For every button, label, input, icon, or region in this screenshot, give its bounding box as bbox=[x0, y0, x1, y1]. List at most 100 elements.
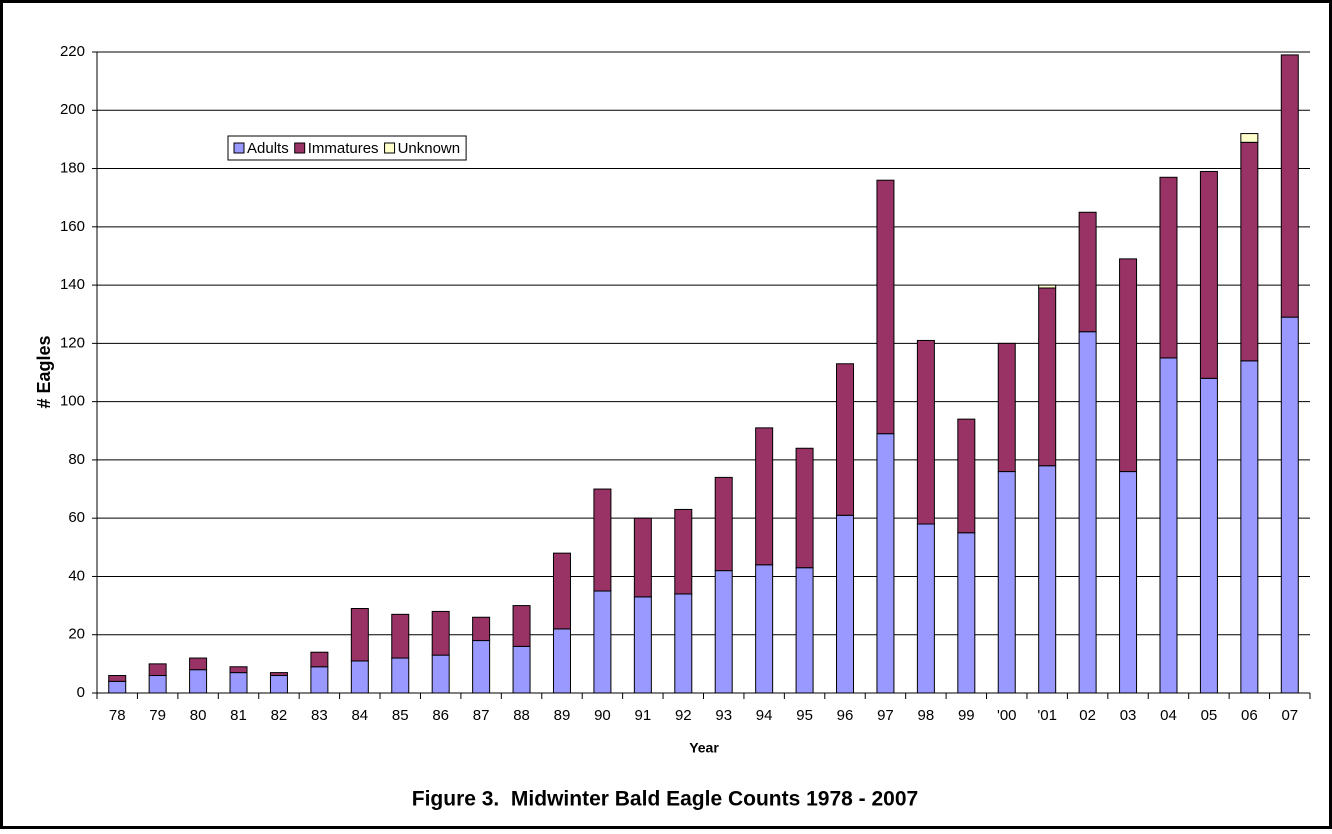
legend-swatch bbox=[384, 142, 396, 154]
x-tick-label: 89 bbox=[554, 707, 571, 724]
bar-segment bbox=[229, 672, 248, 694]
bar-segment bbox=[472, 640, 491, 694]
x-tick-label: 96 bbox=[837, 707, 854, 724]
bar-segment bbox=[1280, 54, 1299, 318]
bar-segment bbox=[1078, 211, 1097, 333]
bar-segment bbox=[108, 675, 127, 682]
chart-title: Figure 3. Midwinter Bald Eagle Counts 19… bbox=[412, 788, 918, 811]
bar-segment bbox=[269, 675, 288, 694]
bar-segment bbox=[512, 605, 531, 647]
bar-segment bbox=[714, 476, 733, 572]
bar-segment bbox=[189, 669, 208, 694]
bar-segment bbox=[593, 590, 612, 694]
bar-segment bbox=[916, 523, 935, 694]
bar-segment bbox=[552, 552, 571, 630]
bar-segment bbox=[916, 339, 935, 525]
y-tick-label: 220 bbox=[60, 43, 85, 60]
bar-segment bbox=[391, 613, 410, 659]
bar-segment bbox=[755, 564, 774, 694]
bar-segment bbox=[1159, 176, 1178, 359]
bar-segment bbox=[633, 517, 652, 598]
bar-segment bbox=[795, 447, 814, 569]
x-tick-label: 86 bbox=[432, 707, 449, 724]
bar-segment bbox=[1119, 258, 1138, 473]
bar-segment bbox=[876, 179, 895, 435]
x-tick-label: 78 bbox=[109, 707, 126, 724]
bar-segment bbox=[189, 657, 208, 671]
x-tick-label: 83 bbox=[311, 707, 328, 724]
x-tick-label: 99 bbox=[958, 707, 975, 724]
x-tick-label: 84 bbox=[351, 707, 368, 724]
x-tick-label: 98 bbox=[918, 707, 935, 724]
x-tick-label: 87 bbox=[473, 707, 490, 724]
bar-segment bbox=[431, 610, 450, 656]
bar-segment bbox=[552, 628, 571, 694]
bar-segment bbox=[1159, 357, 1178, 694]
bar-segment bbox=[148, 663, 167, 677]
bar-segment bbox=[755, 427, 774, 566]
bar-segment bbox=[674, 508, 693, 595]
bar-segment bbox=[836, 514, 855, 694]
bar-segment bbox=[310, 666, 329, 694]
x-tick-label: 07 bbox=[1281, 707, 1298, 724]
bar-segment bbox=[1199, 377, 1218, 694]
bar-segment bbox=[1240, 141, 1259, 362]
y-tick-label: 140 bbox=[60, 276, 85, 293]
x-tick-label: 93 bbox=[715, 707, 732, 724]
bar-segment bbox=[1199, 170, 1218, 379]
x-axis-label: Year bbox=[689, 740, 719, 756]
bar-segment bbox=[593, 488, 612, 592]
legend-swatch bbox=[233, 142, 245, 154]
x-tick-label: 91 bbox=[635, 707, 652, 724]
bar-segment bbox=[1038, 465, 1057, 694]
x-tick-label: 06 bbox=[1241, 707, 1258, 724]
y-tick-label: 100 bbox=[60, 393, 85, 410]
x-tick-label: 90 bbox=[594, 707, 611, 724]
bar-segment bbox=[310, 651, 329, 668]
bar-segment bbox=[269, 672, 288, 677]
x-tick-label: 85 bbox=[392, 707, 409, 724]
bar-segment bbox=[1038, 287, 1057, 467]
bar-segment bbox=[108, 680, 127, 694]
y-tick-label: 20 bbox=[68, 626, 85, 643]
x-tick-label: '00 bbox=[997, 707, 1017, 724]
x-tick-label: 88 bbox=[513, 707, 530, 724]
y-tick-label: 60 bbox=[68, 509, 85, 526]
bar-segment bbox=[997, 342, 1016, 473]
bar-segment bbox=[148, 675, 167, 694]
bar-segment bbox=[876, 433, 895, 694]
legend-label: Adults bbox=[247, 140, 289, 157]
legend-label: Immatures bbox=[308, 140, 379, 157]
bar-segment bbox=[472, 616, 491, 642]
y-tick-label: 120 bbox=[60, 334, 85, 351]
bar-segment bbox=[512, 645, 531, 694]
x-tick-label: 05 bbox=[1201, 707, 1218, 724]
y-tick-label: 40 bbox=[68, 567, 85, 584]
bar-segment bbox=[1078, 331, 1097, 694]
x-tick-label: 97 bbox=[877, 707, 894, 724]
x-tick-label: 82 bbox=[271, 707, 288, 724]
bar-segment bbox=[633, 596, 652, 694]
bar-segment bbox=[1240, 133, 1259, 143]
bar-segment bbox=[795, 567, 814, 694]
x-tick-label: '01 bbox=[1037, 707, 1057, 724]
y-tick-label: 0 bbox=[77, 684, 85, 701]
legend-box bbox=[227, 135, 467, 161]
bar-segment bbox=[714, 570, 733, 694]
bar-segment bbox=[997, 471, 1016, 694]
x-tick-label: 95 bbox=[796, 707, 813, 724]
x-tick-label: 81 bbox=[230, 707, 247, 724]
y-axis-label: # Eagles bbox=[34, 335, 54, 408]
x-tick-label: 80 bbox=[190, 707, 207, 724]
bar-segment bbox=[1240, 360, 1259, 694]
x-tick-label: 04 bbox=[1160, 707, 1177, 724]
bar-segment bbox=[1119, 471, 1138, 694]
bar-segment bbox=[350, 608, 369, 662]
bar-segment bbox=[229, 666, 248, 674]
bar-segment bbox=[1038, 284, 1057, 289]
x-tick-label: 03 bbox=[1120, 707, 1137, 724]
bar-segment bbox=[957, 532, 976, 694]
legend-label: Unknown bbox=[398, 140, 461, 157]
y-tick-label: 160 bbox=[60, 218, 85, 235]
